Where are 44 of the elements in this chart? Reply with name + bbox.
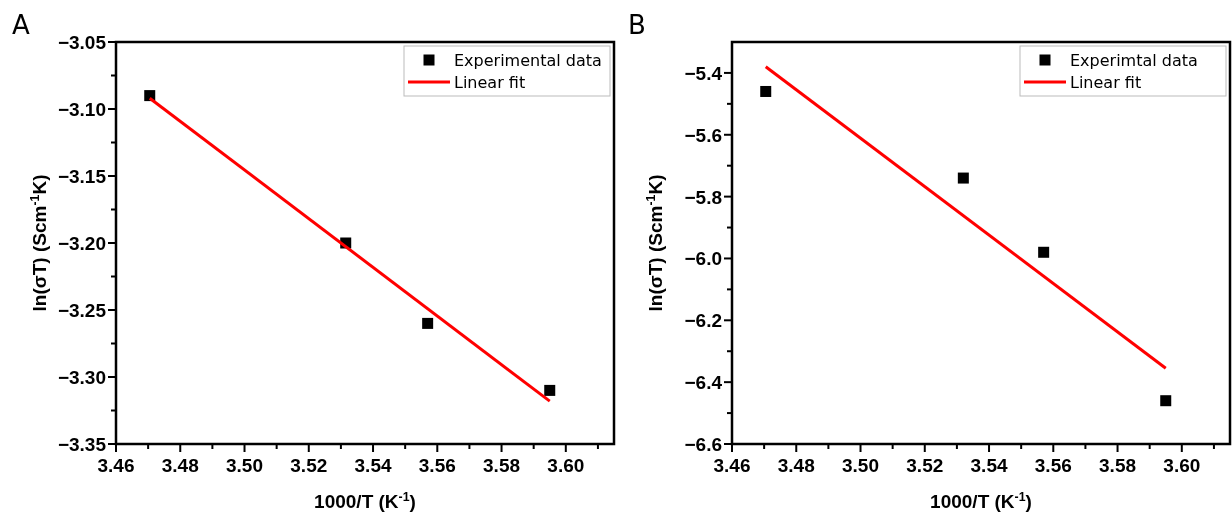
x-tick-label: 3.56 xyxy=(1034,455,1072,476)
x-tick-label: 3.48 xyxy=(161,455,199,476)
y-tick-label: −6.4 xyxy=(684,372,723,394)
point xyxy=(1160,395,1172,407)
legend-label: Experimental data xyxy=(454,51,602,70)
y-tick-label: −3.10 xyxy=(57,99,106,120)
x-axis-title: 1000/T (K$^{-1}$) xyxy=(930,490,1032,512)
x-tick-label: 3.58 xyxy=(483,455,521,476)
point xyxy=(544,384,556,396)
y-tick-label: −6.6 xyxy=(684,434,722,455)
x-axis-title: 1000/T (K$^{-1}$) xyxy=(314,490,416,512)
legend-label: Linear fit xyxy=(1070,73,1142,92)
y-tick-label: −3.20 xyxy=(57,233,106,254)
x-tick-label: 3.50 xyxy=(842,455,880,476)
y-tick-label: −3.30 xyxy=(57,367,106,388)
y-tick-label: −3.35 xyxy=(57,434,107,455)
legend-label: Linear fit xyxy=(454,73,526,92)
point xyxy=(422,317,434,329)
x-tick-label: 3.52 xyxy=(290,455,328,476)
chart-title: A xyxy=(12,10,30,40)
y-tick-label: −5.4 xyxy=(684,62,723,84)
x-tick-label: 3.50 xyxy=(226,455,264,476)
y-tick-label: −5.8 xyxy=(684,186,722,208)
y-tick-label: −6.2 xyxy=(684,310,722,332)
y-tick-label: −3.25 xyxy=(57,300,107,321)
y-tick-label: −3.05 xyxy=(57,32,107,53)
x-tick-label: 3.54 xyxy=(354,455,392,476)
x-tick-label: 3.60 xyxy=(547,455,585,476)
x-tick-label: 3.46 xyxy=(97,455,135,476)
legend-label: Experimtal data xyxy=(1070,51,1198,70)
y-tick-label: −5.6 xyxy=(684,124,722,146)
point xyxy=(957,172,969,184)
x-tick-label: 3.56 xyxy=(418,455,456,476)
point xyxy=(1038,246,1050,258)
y-tick-label: −6.0 xyxy=(684,248,722,270)
x-tick-label: 3.54 xyxy=(970,455,1008,476)
chart-title: B xyxy=(628,10,646,40)
x-tick-label: 3.48 xyxy=(777,455,815,476)
y-tick-label: −3.15 xyxy=(57,166,107,187)
point xyxy=(760,85,772,97)
x-tick-label: 3.46 xyxy=(713,455,751,476)
x-tick-label: 3.58 xyxy=(1099,455,1137,476)
x-tick-label: 3.60 xyxy=(1163,455,1201,476)
x-tick-label: 3.52 xyxy=(906,455,944,476)
